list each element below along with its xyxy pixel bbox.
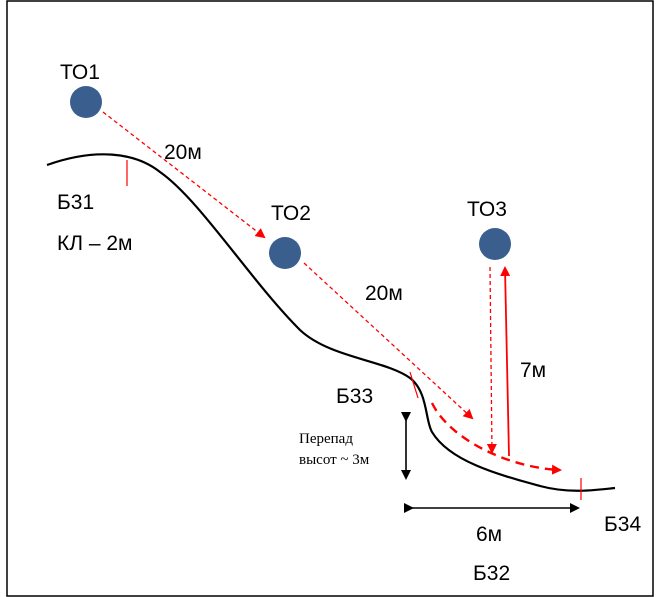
label-height-diff-2: высот ~ 3м	[299, 452, 370, 468]
terrain-profile	[46, 153, 616, 492]
label-b32: Б32	[473, 562, 510, 585]
label-dist-to3-vertical: 7м	[520, 359, 546, 382]
label-b34: Б34	[604, 513, 641, 536]
to2-point	[269, 237, 301, 269]
route-up-to3	[500, 266, 511, 457]
b33-tick	[409, 371, 419, 399]
to3-point	[479, 228, 511, 260]
route-to3-down	[486, 266, 497, 454]
label-to2: ТО2	[271, 202, 311, 225]
route-bottom	[430, 402, 562, 475]
label-dist-bottom-span: 6м	[476, 523, 502, 546]
label-b31: Б31	[57, 191, 94, 214]
route-to2-slope	[303, 262, 474, 420]
label-dist-to2-slope: 20м	[365, 282, 403, 305]
label-b33: Б33	[336, 385, 373, 408]
frame-border	[6, 0, 654, 597]
label-to3: ТО3	[467, 198, 507, 221]
route-to1-to2	[102, 111, 266, 239]
to1-point	[70, 86, 102, 118]
label-to1: ТО1	[60, 61, 100, 84]
label-height-diff-1: Перепад	[299, 431, 353, 447]
label-b31-note: КЛ – 2м	[57, 232, 132, 255]
label-dist-to1-to2: 20м	[164, 141, 202, 164]
